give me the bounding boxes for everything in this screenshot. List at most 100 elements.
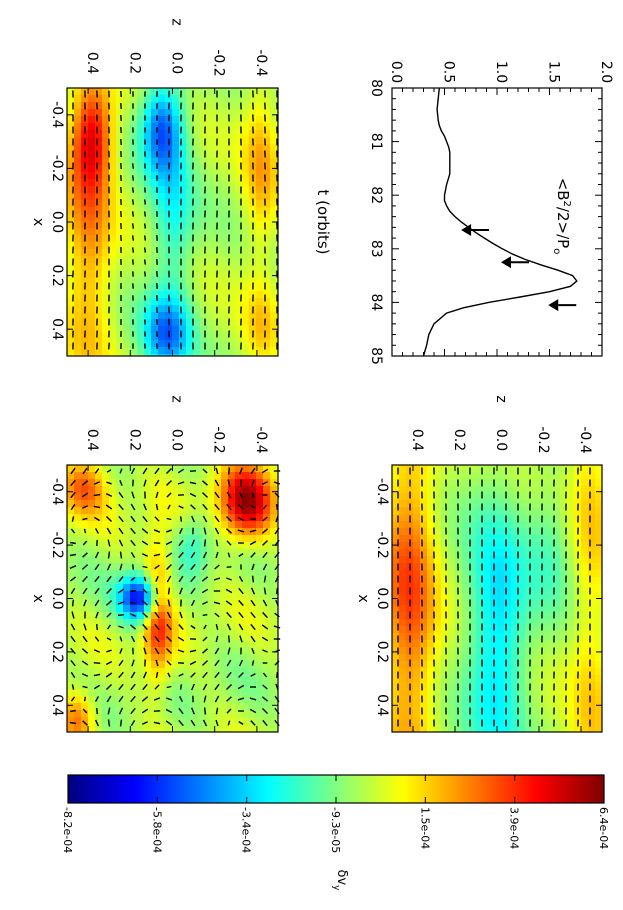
heatmap-cell xyxy=(532,689,540,697)
heatmap-cell xyxy=(81,633,89,641)
heatmap-cell xyxy=(193,584,201,592)
heatmap-cell xyxy=(518,710,526,718)
heatmap-cell xyxy=(242,235,250,243)
heatmap-cell xyxy=(448,514,456,522)
heatmap-cell xyxy=(151,577,159,585)
heatmap-cell xyxy=(67,326,75,334)
heatmap-cell xyxy=(109,598,117,606)
heatmap-cell xyxy=(123,228,131,236)
heatmap-cell xyxy=(179,584,187,592)
heatmap-cell xyxy=(525,465,533,473)
heatmap-cell xyxy=(144,193,152,201)
heatmap-cell xyxy=(74,612,82,620)
heatmap-cell xyxy=(249,605,257,613)
heatmap-cell xyxy=(574,675,582,683)
heatmap-cell xyxy=(270,270,278,278)
time-series-frame xyxy=(391,87,603,357)
heatmap-cell xyxy=(270,354,278,357)
heatmap-cell xyxy=(490,703,498,711)
heatmap-cell xyxy=(102,270,110,278)
heatmap-cell xyxy=(420,717,428,725)
heatmap-cell xyxy=(137,556,145,564)
heatmap-cell xyxy=(235,675,243,683)
heatmap-cell xyxy=(123,703,131,711)
heatmap-cell xyxy=(193,109,201,117)
heatmap-cell xyxy=(67,312,75,320)
heatmap-cell xyxy=(137,193,145,201)
heatmap-cell xyxy=(130,137,138,145)
velocity-vector xyxy=(273,481,281,485)
velocity-vector xyxy=(226,696,232,702)
heatmap-cell xyxy=(151,130,159,138)
heatmap-cell xyxy=(144,116,152,124)
heatmap-cell xyxy=(497,507,505,515)
heatmap-cell xyxy=(130,647,138,655)
heatmap-cell xyxy=(588,696,596,704)
heatmap-cell xyxy=(116,165,124,173)
heatmap-cell xyxy=(116,270,124,278)
heatmap-cell xyxy=(249,668,257,676)
heatmap-cell xyxy=(441,654,449,662)
heatmap-cell xyxy=(595,619,603,627)
heatmap-cell xyxy=(434,521,442,529)
heatmap-cell xyxy=(518,703,526,711)
heatmap-cell xyxy=(81,717,89,725)
heatmap-cell xyxy=(186,347,194,355)
heatmap-cell xyxy=(263,556,271,564)
heatmap-cell xyxy=(88,493,96,501)
heatmap-cell xyxy=(483,493,491,501)
heatmap-cell xyxy=(172,249,180,257)
heatmap-cell xyxy=(581,465,589,473)
heatmap-cell xyxy=(242,528,250,536)
heatmap-cell xyxy=(95,95,103,103)
heatmap-cell xyxy=(228,312,236,320)
heatmap-cell xyxy=(144,137,152,145)
heatmap-cell xyxy=(497,549,505,557)
velocity-vector xyxy=(105,660,113,666)
heatmap-cell xyxy=(567,493,575,501)
heatmap-cell xyxy=(221,514,229,522)
heatmap-cell xyxy=(256,137,264,145)
heatmap-cell xyxy=(595,605,603,613)
heatmap-cell xyxy=(469,612,477,620)
heatmap-cell xyxy=(581,493,589,501)
heatmap-cell xyxy=(95,507,103,515)
heatmap-cell xyxy=(235,221,243,229)
heatmap-cell xyxy=(441,486,449,494)
heatmap-cell xyxy=(95,591,103,599)
heatmap-cell xyxy=(109,340,117,348)
heatmap-cell xyxy=(546,605,554,613)
heatmap-cell xyxy=(67,221,75,229)
heatmap-cell xyxy=(525,479,533,487)
heatmap-cell xyxy=(123,661,131,669)
heatmap-cell xyxy=(186,626,194,634)
heatmap-cell xyxy=(158,528,166,536)
heatmap-cell xyxy=(158,277,166,285)
heatmap-cell xyxy=(469,626,477,634)
heatmap-cell xyxy=(270,689,278,697)
heatmap-cell xyxy=(256,291,264,299)
velocity-vector xyxy=(238,611,244,619)
heatmap-cell xyxy=(165,298,173,306)
velocity-vector xyxy=(262,540,268,546)
heatmap-cell xyxy=(263,354,271,357)
heatmap-cell xyxy=(595,675,603,683)
velocity-vector xyxy=(106,469,112,473)
velocity-vector xyxy=(261,636,269,642)
heatmap-cell xyxy=(88,472,96,480)
heatmap-cell xyxy=(448,591,456,599)
heatmap-cell xyxy=(483,605,491,613)
heatmap-cell xyxy=(137,668,145,676)
heatmap-cell xyxy=(511,556,519,564)
heatmap-cell xyxy=(242,270,250,278)
heatmap-cell xyxy=(81,326,89,334)
heatmap-cell xyxy=(532,577,540,585)
heatmap-cell xyxy=(221,298,229,306)
heatmap-cell xyxy=(186,535,194,543)
heatmap-cell xyxy=(207,528,215,536)
heatmap-cell xyxy=(67,472,75,480)
heatmap-cell xyxy=(186,291,194,299)
velocity-vector xyxy=(191,515,195,523)
heatmap-cell xyxy=(249,354,257,357)
heatmap-cell xyxy=(511,598,519,606)
